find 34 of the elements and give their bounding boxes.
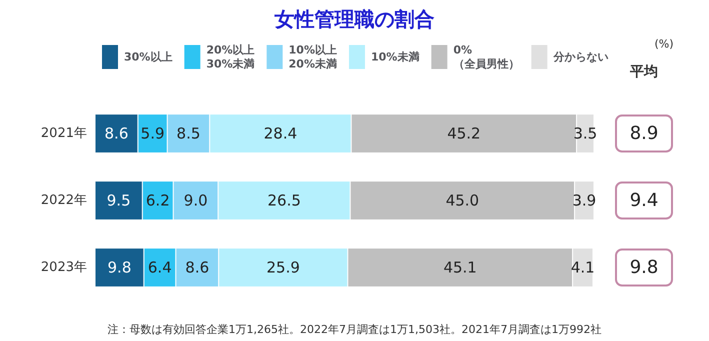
data-label: 26.5 bbox=[267, 192, 301, 210]
data-label: 3.5 bbox=[573, 124, 598, 142]
legend-label: 分からない bbox=[552, 50, 608, 64]
text: 9.4 bbox=[630, 190, 658, 211]
data-label: 45.1 bbox=[443, 258, 477, 276]
data-label: 3.9 bbox=[572, 192, 596, 210]
text: 8.9 bbox=[630, 123, 658, 144]
data-label: 28.4 bbox=[264, 124, 298, 142]
y-tick-label: 2023年 bbox=[40, 260, 87, 275]
text: 9.8 bbox=[630, 257, 658, 278]
y-tick-label: 2021年 bbox=[40, 126, 87, 141]
data-label: 8.6 bbox=[185, 258, 210, 276]
text: (%) bbox=[654, 38, 674, 50]
data-label: 9.0 bbox=[184, 192, 208, 210]
data-label: 8.5 bbox=[176, 124, 200, 142]
legend-label: 30%以上 bbox=[124, 50, 172, 64]
text: 注：母数は有効回答企業1万1,265社。2022年7月調査は1万1,503社。2021年7月調査は1万992社 bbox=[108, 323, 602, 336]
data-label: 4.1 bbox=[570, 258, 595, 276]
data-label: 25.9 bbox=[266, 258, 300, 276]
chart-title: 女性管理職の割合 bbox=[274, 7, 434, 31]
legend-label: 20%以上 30%未満 bbox=[206, 44, 255, 70]
data-label: 6.4 bbox=[148, 258, 172, 276]
data-label: 8.6 bbox=[104, 124, 128, 142]
legend-label: 10%以上 20%未満 bbox=[288, 44, 337, 70]
text: 平均 bbox=[629, 64, 658, 80]
legend-label: 0% （全員男性） bbox=[453, 44, 520, 70]
data-label: 6.2 bbox=[146, 192, 170, 210]
data-label: 9.5 bbox=[106, 192, 131, 210]
data-label: 45.0 bbox=[446, 192, 480, 210]
data-label: 45.2 bbox=[447, 124, 481, 142]
data-label: 9.8 bbox=[107, 258, 132, 276]
legend-label: 10%未満 bbox=[370, 50, 420, 64]
y-tick-label: 2022年 bbox=[40, 193, 87, 208]
data-label: 5.9 bbox=[140, 124, 165, 142]
